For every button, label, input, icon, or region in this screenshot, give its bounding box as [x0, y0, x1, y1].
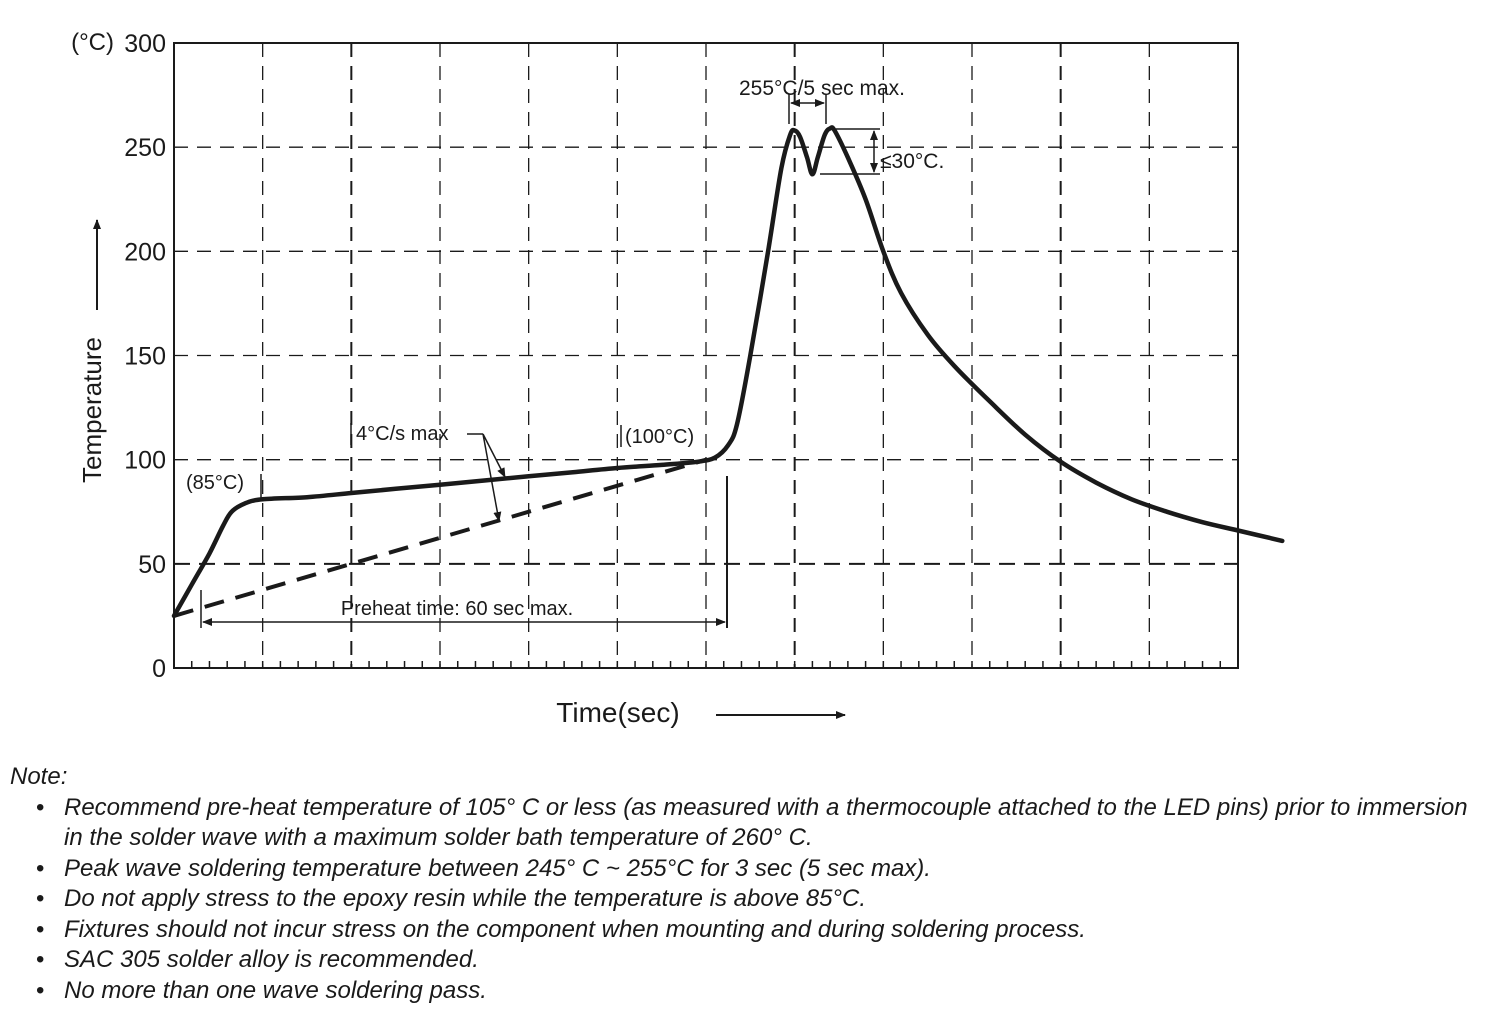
x-axis-minor-ticks: [190, 661, 1222, 668]
y-axis-tick-labels: 0 50 100 150 200 250 300: [124, 30, 166, 683]
ramp-arrow-upper: [482, 433, 506, 478]
bullet-icon: •: [36, 793, 45, 821]
note-text: No more than one wave soldering pass.: [64, 976, 487, 1004]
ramp-arrow-lower: [482, 433, 502, 522]
y-tick-label: 0: [152, 655, 166, 683]
bullet-icon: •: [36, 885, 45, 912]
notes-heading: Note:: [10, 763, 68, 790]
bullet-icon: •: [36, 976, 45, 1004]
y-tick-label: 100: [124, 447, 166, 475]
y-axis-title: Temperature: [77, 337, 107, 483]
x-axis-title: Time(sec): [556, 697, 679, 728]
annotation-preheat-time: Preheat time: 60 sec max.: [341, 598, 573, 620]
annotation-ramp-rate: 4°C/s max: [356, 423, 448, 445]
note-item: • SAC 305 solder alloy is recommended.: [10, 945, 1480, 976]
y-tick-label: 300: [124, 30, 166, 58]
note-item: • Do not apply stress to the epoxy resin …: [10, 884, 1480, 915]
y-tick-label: 250: [124, 134, 166, 162]
annotation-peak-delta: ≤30°C.: [880, 150, 944, 173]
annotation-85c: (85°C): [186, 472, 244, 494]
chart-canvas: 0 50 100 150 200 250 300 (°C) Temperature Time…: [71, 29, 1285, 728]
y-tick-label: 150: [124, 343, 166, 371]
note-item: • No more than one wave soldering pass.: [10, 976, 1480, 1007]
bullet-icon: •: [36, 854, 45, 882]
notes-list: • Recommend pre-heat temperature of 105° …: [10, 793, 1480, 1007]
annotation-100c: (100°C): [625, 426, 694, 448]
bullet-icon: •: [36, 915, 45, 943]
grid-lines: [174, 43, 1238, 668]
plot-frame: [173, 42, 1239, 669]
note-text: Recommend pre-heat temperature of 105° C…: [64, 793, 1468, 852]
note-item: • Fixtures should not incur stress on the…: [10, 915, 1480, 946]
series-solid-line: [171, 125, 1285, 619]
note-item: • Recommend pre-heat temperature of 105° …: [10, 793, 1480, 854]
note-item: • Peak wave soldering temperature between…: [10, 854, 1480, 885]
note-text: Peak wave soldering temperature between …: [64, 854, 931, 882]
bullet-icon: •: [36, 946, 45, 973]
note-text: Do not apply stress to the epoxy resin w…: [64, 885, 867, 912]
y-tick-label: 200: [124, 238, 166, 266]
series-dashed-line: [173, 457, 707, 618]
soldering-profile-chart: 0 50 100 150 200 250 300 (°C) Temperature Time…: [71, 29, 1285, 728]
note-text: SAC 305 solder alloy is recommended.: [64, 946, 479, 973]
note-text: Fixtures should not incur stress on the …: [64, 915, 1086, 943]
y-axis-unit: (°C): [71, 29, 114, 56]
y-tick-label: 50: [138, 551, 166, 579]
notes-section: Note: • Recommend pre-heat temperature of…: [10, 762, 1480, 1006]
annotation-peak-time: 255°C/5 sec max.: [739, 77, 905, 100]
